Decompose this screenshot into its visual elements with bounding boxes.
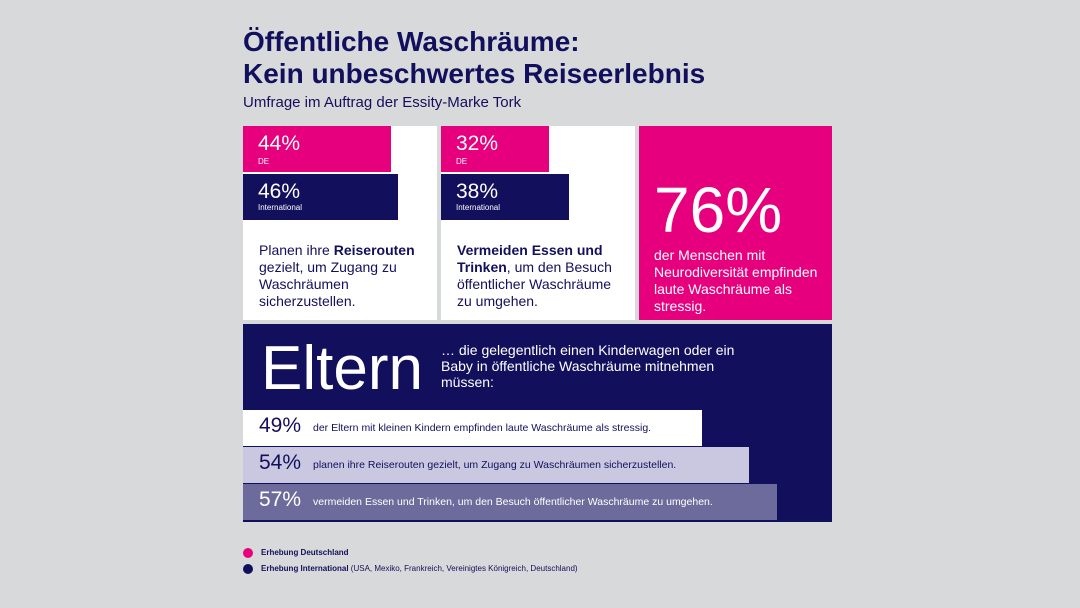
- stat-76-description: der Menschen mit Neurodiversität empfind…: [654, 247, 818, 314]
- bar-label: International: [258, 203, 303, 212]
- bar-value: 44%: [258, 132, 301, 155]
- eltern-heading: Eltern: [261, 334, 423, 403]
- page-subtitle: Umfrage im Auftrag der Essity-Marke Tork: [243, 94, 522, 111]
- eltern-panel: Eltern … die gelegentlich einen Kinderwa…: [243, 324, 832, 522]
- card-description: Vermeiden Essen und Trinken, um den Besu…: [457, 242, 612, 309]
- page-title-line-1: Öffentliche Waschräume:: [243, 26, 580, 57]
- row-text: planen ihre Reiserouten gezielt, um Zuga…: [313, 459, 677, 471]
- row-text: vermeiden Essen und Trinken, um den Besu…: [313, 496, 713, 508]
- row-value: 54%: [259, 451, 302, 474]
- legend-international: Erhebung International (USA, Mexiko, Fra…: [243, 564, 578, 574]
- card-reiserouten: 44% DE 46% International Planen ihre Rei…: [243, 126, 437, 320]
- stat-76-value: 76%: [654, 174, 783, 246]
- card-neurodiversitaet: 76% der Menschen mit Neurodiversität emp…: [639, 126, 832, 320]
- legend-dot-navy-icon: [243, 564, 253, 574]
- page-title-line-2: Kein unbeschwertes Reiseerlebnis: [243, 58, 706, 89]
- card-essen-trinken: 32% DE 38% International Vermeiden Essen…: [441, 126, 635, 320]
- bar-label: International: [456, 203, 501, 212]
- card-description: Planen ihre Reiserouten gezielt, um Zuga…: [259, 242, 415, 309]
- legend-de: Erhebung Deutschland: [243, 548, 349, 558]
- bar-label: DE: [258, 157, 270, 166]
- bar-de-reiserouten: 44% DE: [243, 126, 391, 172]
- row-text: der Eltern mit kleinen Kindern empfinden…: [313, 422, 652, 434]
- bar-de-essen-trinken: 32% DE: [441, 126, 549, 172]
- bar-value: 32%: [456, 132, 499, 155]
- eltern-description: … die gelegentlich einen Kinderwagen ode…: [441, 342, 735, 390]
- eltern-row-2: 54% planen ihre Reiserouten gezielt, um …: [243, 447, 749, 483]
- eltern-row-1: 49% der Eltern mit kleinen Kindern empfi…: [243, 410, 702, 446]
- bar-international-reiserouten: 46% International: [243, 174, 398, 220]
- bar-international-essen-trinken: 38% International: [441, 174, 569, 220]
- row-value: 49%: [259, 414, 302, 437]
- eltern-row-3: 57% vermeiden Essen und Trinken, um den …: [243, 484, 777, 520]
- bar-value: 46%: [258, 180, 301, 203]
- legend-dot-pink-icon: [243, 548, 253, 558]
- row-value: 57%: [259, 488, 302, 511]
- bar-value: 38%: [456, 180, 499, 203]
- bar-label: DE: [456, 157, 468, 166]
